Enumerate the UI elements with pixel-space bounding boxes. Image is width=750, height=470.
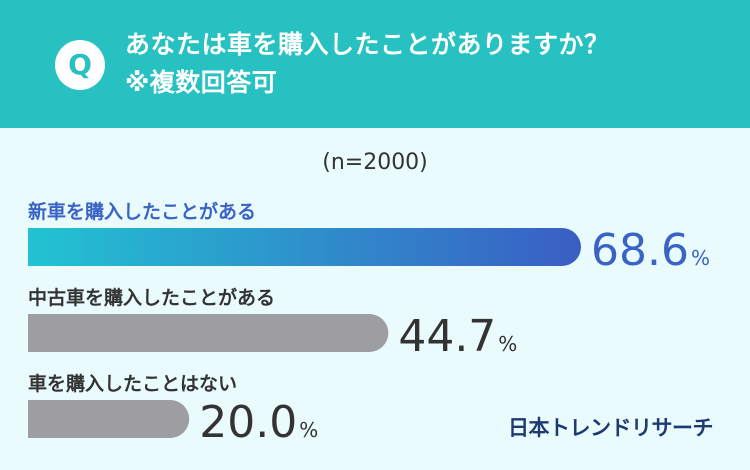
category-label: 車を購入したことはない	[28, 372, 237, 395]
bar	[28, 400, 190, 438]
category-label: 新車を購入したことがある	[28, 200, 256, 223]
sample-size-label: (n=2000)	[322, 150, 428, 175]
category-label: 中古車を購入したことがある	[28, 286, 275, 309]
question-text: あなたは車を購入したことがありますか？	[125, 30, 610, 59]
question-note: ※複数回答可	[125, 68, 278, 97]
question-header: Q あなたは車を購入したことがありますか？ ※複数回答可	[0, 0, 750, 128]
value-label: 68.6%	[591, 225, 710, 276]
bar	[28, 314, 389, 352]
question-badge: Q	[55, 40, 105, 90]
value-label: 44.7%	[398, 311, 517, 362]
bar	[28, 228, 581, 266]
brand-logo: 日本トレンドリサーチ	[508, 416, 714, 440]
value-label: 20.0%	[199, 397, 318, 448]
